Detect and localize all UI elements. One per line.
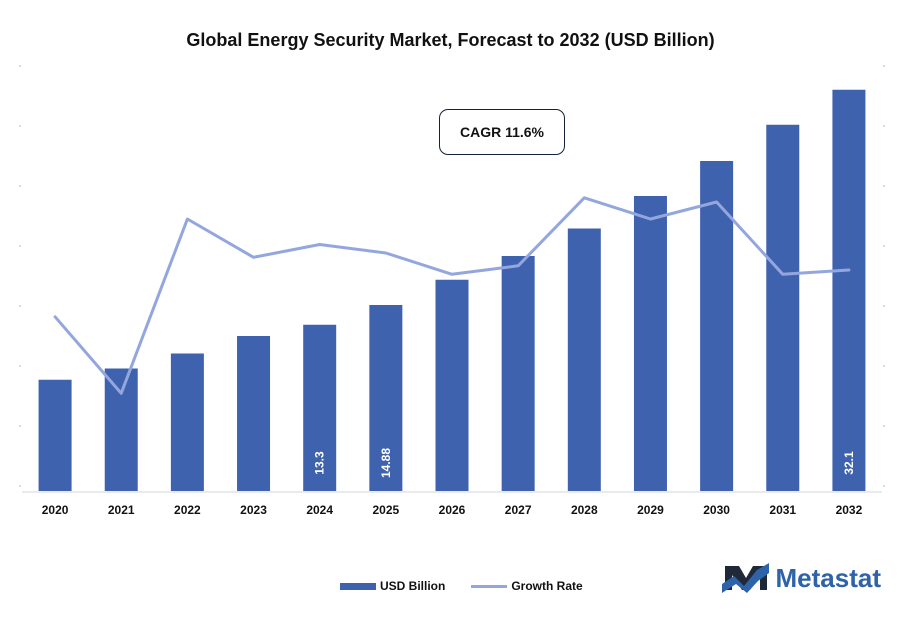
x-tick-label: 2028 xyxy=(571,503,598,517)
chart-legend: USD Billion Growth Rate xyxy=(340,579,583,593)
left-axis-tick-dot xyxy=(19,425,21,427)
x-tick-label: 2021 xyxy=(108,503,135,517)
left-axis-tick-dot xyxy=(19,245,21,247)
bar-data-label: 32.1 xyxy=(842,451,856,475)
x-tick-label: 2025 xyxy=(372,503,399,517)
x-tick-label: 2023 xyxy=(240,503,267,517)
right-axis-tick-dot xyxy=(883,245,885,247)
legend-label-usd-billion: USD Billion xyxy=(380,579,446,593)
x-tick-label: 2022 xyxy=(174,503,201,517)
right-axis-tick-dot xyxy=(883,425,885,427)
bar-2032 xyxy=(832,89,866,491)
right-axis-tick-dot xyxy=(883,485,885,487)
right-axis-tick-dot xyxy=(883,365,885,367)
bar-2031 xyxy=(766,124,800,491)
bar-2022 xyxy=(170,353,204,491)
x-tick-label: 2030 xyxy=(703,503,730,517)
bar-2025 xyxy=(369,305,403,491)
left-axis-tick-dot xyxy=(19,365,21,367)
bar-data-label: 14.88 xyxy=(379,448,393,478)
bar-2023 xyxy=(237,336,271,491)
right-axis-tick-dot xyxy=(883,305,885,307)
bar-data-label: 13.3 xyxy=(313,451,327,475)
cagr-annotation: CAGR 11.6% xyxy=(439,109,565,155)
legend-bar-swatch xyxy=(340,582,376,590)
right-axis-tick-dot xyxy=(883,125,885,127)
bar-2030 xyxy=(700,161,734,491)
bar-2024 xyxy=(303,324,337,491)
left-axis-tick-dot xyxy=(19,125,21,127)
logo-text: Metastat xyxy=(775,562,881,593)
x-tick-label: 2032 xyxy=(836,503,863,517)
legend-label-growth-rate: Growth Rate xyxy=(511,579,583,593)
left-axis-tick-dot xyxy=(19,65,21,67)
axis-layer xyxy=(19,65,885,493)
bar-2029 xyxy=(633,196,667,491)
left-axis-tick-dot xyxy=(19,305,21,307)
growth-line-series xyxy=(53,196,851,395)
data-label-layer: 2020 2021 2022 2023 2024 13.3 2025 14.88 2026 202… xyxy=(42,448,863,517)
legend-line-swatch xyxy=(471,584,508,588)
legend-item-growth-rate: Growth Rate xyxy=(471,579,583,593)
left-axis-tick-dot xyxy=(19,185,21,187)
x-tick-label: 2029 xyxy=(637,503,664,517)
bar-2028 xyxy=(567,228,601,491)
legend-item-usd-billion: USD Billion xyxy=(340,579,445,593)
chart-title: Global Energy Security Market, Forecast … xyxy=(186,30,715,50)
x-tick-label: 2031 xyxy=(769,503,796,517)
bar-series xyxy=(38,89,866,491)
bar-2026 xyxy=(435,279,469,491)
x-tick-label: 2020 xyxy=(42,503,69,517)
left-axis-tick-dot xyxy=(19,485,21,487)
bar-2021 xyxy=(104,368,138,491)
metastat-m-icon xyxy=(721,563,769,593)
bar-2027 xyxy=(501,256,535,491)
x-tick-label: 2024 xyxy=(306,503,333,517)
right-axis-tick-dot xyxy=(883,185,885,187)
right-axis-tick-dot xyxy=(883,65,885,67)
metastat-logo: Metastat xyxy=(720,559,881,597)
bar-2020 xyxy=(38,379,72,491)
x-tick-label: 2026 xyxy=(439,503,466,517)
x-tick-label: 2027 xyxy=(505,503,532,517)
